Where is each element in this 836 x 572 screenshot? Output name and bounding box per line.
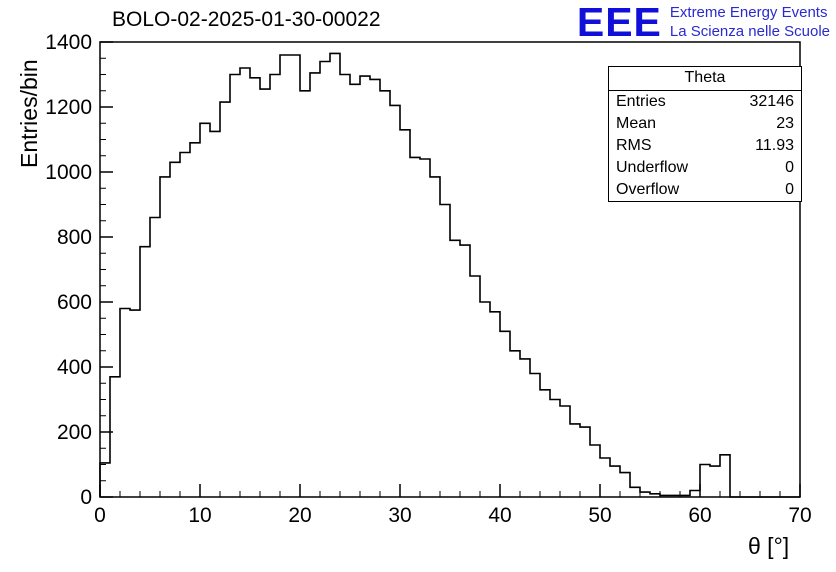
plot-title: BOLO-02-2025-01-30-00022 (112, 8, 381, 31)
x-axis-title: θ [°] (748, 533, 790, 559)
stats-label: RMS (616, 137, 652, 154)
stats-label: Entries (616, 93, 666, 110)
x-tick-label: 0 (94, 504, 106, 527)
x-tick-label: 40 (488, 504, 511, 527)
stats-box-title: Theta (609, 67, 801, 91)
x-tick-label: 50 (588, 504, 611, 527)
x-tick-label: 20 (288, 504, 311, 527)
x-tick-label: 60 (688, 504, 711, 527)
y-tick-label: 600 (57, 291, 92, 314)
stats-label: Overflow (616, 181, 680, 198)
y-tick-label: 0 (80, 486, 92, 509)
stats-value: 0 (785, 159, 794, 176)
eee-logo-acronym: EEE (576, 0, 662, 45)
stats-row-rms: RMS 11.93 (609, 135, 801, 157)
eee-logo-line1: Extreme Energy Events (669, 4, 828, 21)
x-tick-label: 70 (788, 504, 811, 527)
stats-row-overflow: Overflow 0 (609, 179, 801, 201)
x-tick-label: 30 (388, 504, 411, 527)
eee-logo-text: Extreme Energy Events La Scienza nelle S… (670, 4, 830, 42)
eee-logo-line2: La Scienza nelle Scuole (669, 22, 830, 40)
y-axis-title: Entries/bin (16, 59, 42, 168)
x-tick-label: 10 (188, 504, 211, 527)
stats-row-mean: Mean 23 (609, 113, 801, 135)
stats-value: 23 (776, 115, 794, 132)
y-tick-label: 1200 (45, 96, 92, 119)
y-tick-label: 1400 (45, 31, 92, 54)
y-tick-label: 400 (57, 356, 92, 379)
histogram-step-line (99, 52, 800, 498)
stats-row-underflow: Underflow 0 (609, 157, 801, 179)
stats-value: 11.93 (755, 137, 794, 154)
stats-value: 32146 (749, 93, 795, 110)
y-tick-label: 200 (57, 421, 92, 444)
stats-box: Theta Entries 32146 Mean 23 RMS 11.93 Un… (608, 66, 802, 202)
stats-label: Mean (616, 115, 657, 132)
y-tick-label: 1000 (45, 161, 92, 184)
stats-value: 0 (785, 181, 794, 198)
y-tick-label: 800 (57, 226, 92, 249)
stats-row-entries: Entries 32146 (609, 91, 801, 113)
stats-label: Underflow (616, 159, 689, 176)
eee-logo: EEE Extreme Energy Events La Scienza nel… (576, 0, 830, 45)
